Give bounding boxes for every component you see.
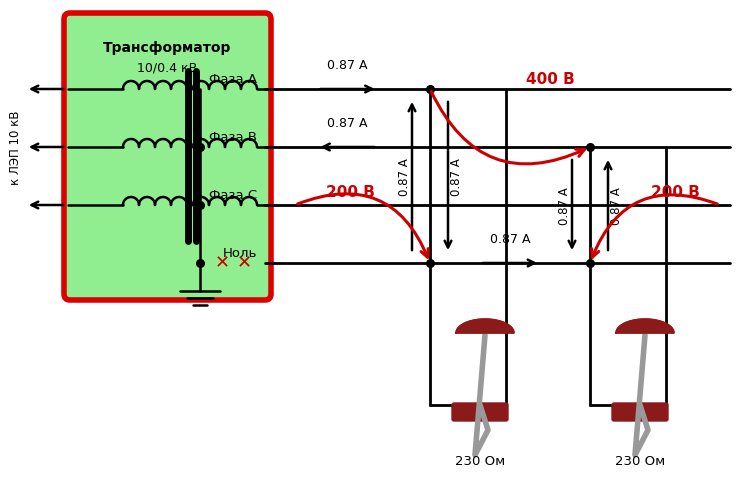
Text: ✕: ✕ xyxy=(236,254,251,272)
Text: ✕: ✕ xyxy=(214,254,230,272)
FancyBboxPatch shape xyxy=(64,14,271,301)
FancyArrowPatch shape xyxy=(431,92,584,165)
FancyArrowPatch shape xyxy=(592,196,718,257)
Text: 230 Ом: 230 Ом xyxy=(615,454,665,467)
Text: 0.87 А: 0.87 А xyxy=(610,187,622,225)
Text: 200 В: 200 В xyxy=(650,184,700,199)
Text: 400 В: 400 В xyxy=(526,71,574,86)
Text: 230 Ом: 230 Ом xyxy=(454,454,506,467)
Text: 0.87 А: 0.87 А xyxy=(398,158,410,196)
Text: 0.87 А: 0.87 А xyxy=(449,158,463,196)
Text: к ЛЭП 10 кВ: к ЛЭП 10 кВ xyxy=(10,110,22,185)
Text: 0.87 А: 0.87 А xyxy=(327,59,368,72)
Text: 0.87 А: 0.87 А xyxy=(327,117,368,130)
Text: Фаза А: Фаза А xyxy=(209,73,257,86)
Text: Фаза С: Фаза С xyxy=(209,189,257,201)
Text: Ноль: Ноль xyxy=(223,246,257,259)
Text: 10/0.4 кВ: 10/0.4 кВ xyxy=(137,61,198,75)
Text: Трансформатор: Трансформатор xyxy=(104,41,232,55)
Text: 0.87 А: 0.87 А xyxy=(490,232,530,245)
Text: 0.87 А: 0.87 А xyxy=(557,187,571,225)
FancyBboxPatch shape xyxy=(452,403,508,421)
FancyArrowPatch shape xyxy=(298,195,428,258)
Text: Фаза В: Фаза В xyxy=(209,131,257,144)
FancyBboxPatch shape xyxy=(612,403,668,421)
Polygon shape xyxy=(616,319,674,333)
Text: 200 В: 200 В xyxy=(326,184,374,199)
Polygon shape xyxy=(456,319,514,333)
